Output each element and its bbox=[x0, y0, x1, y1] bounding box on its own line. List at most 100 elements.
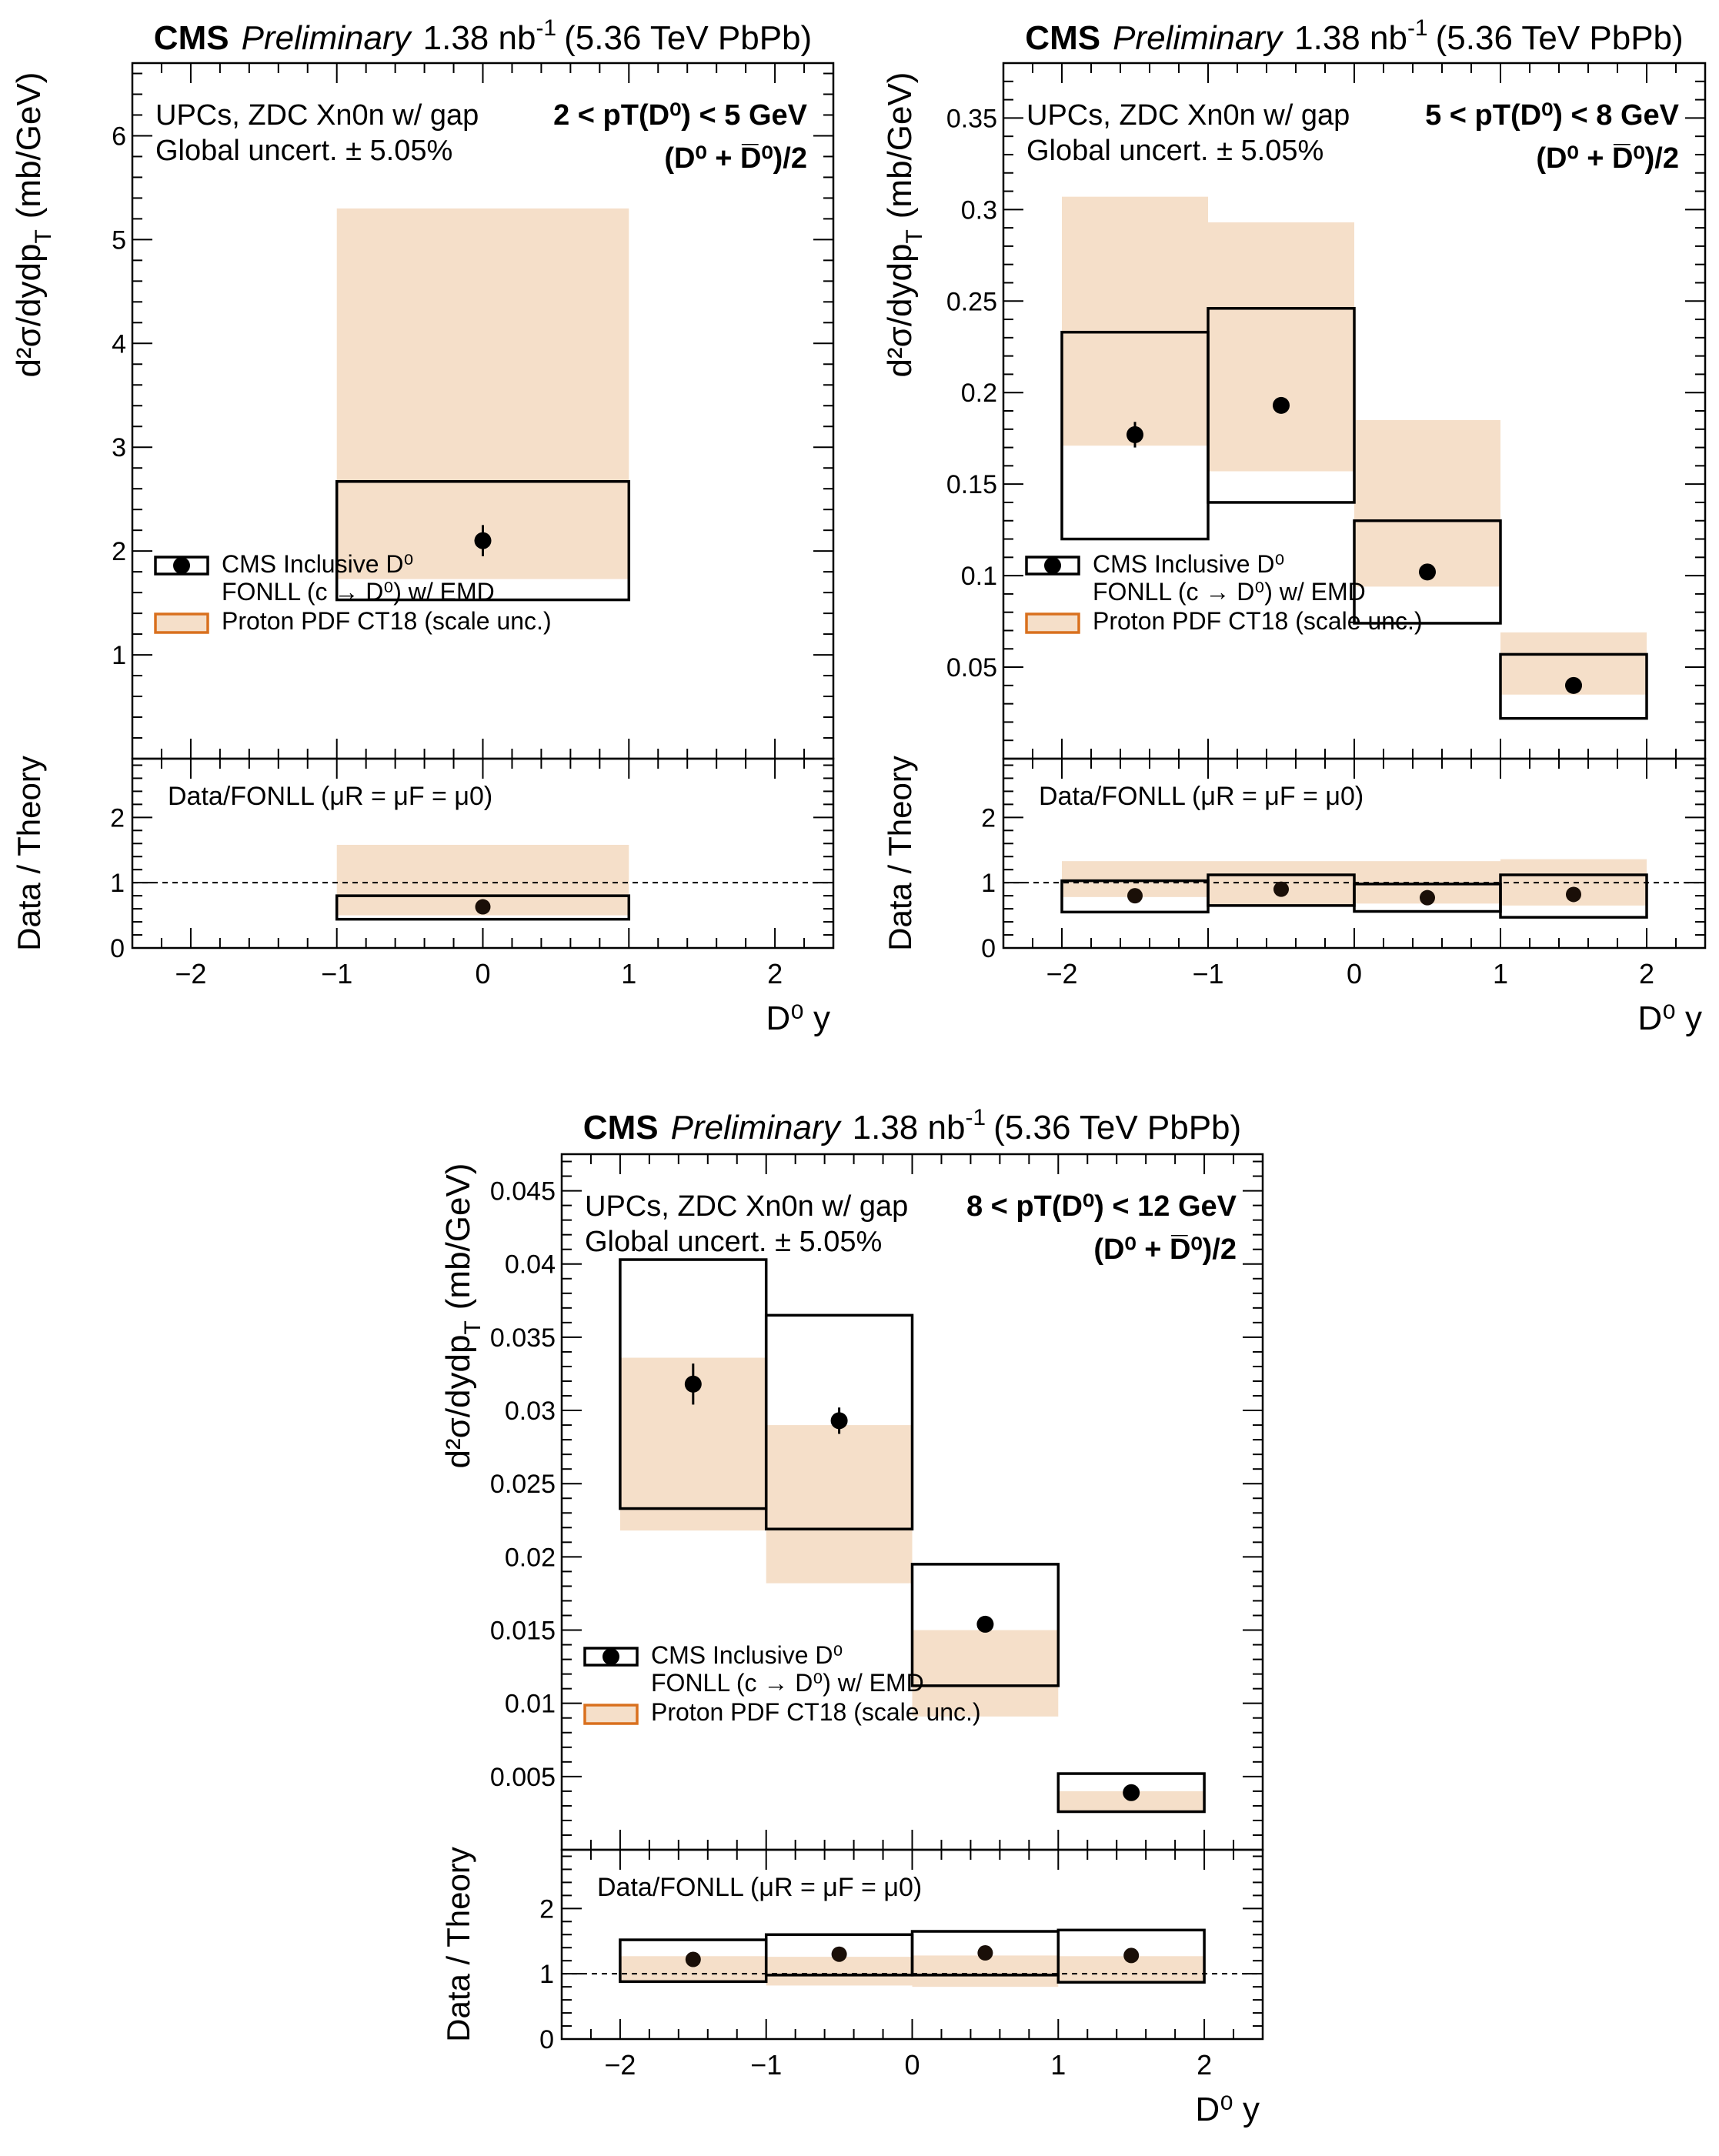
fonll-box-2 bbox=[1207, 307, 1356, 504]
ratio-box-4 bbox=[1056, 1928, 1206, 1984]
ratio-y-tick-label: 0 bbox=[110, 934, 125, 963]
x-axis-label: D⁰ y bbox=[1637, 1000, 1702, 1037]
fonll-box-2 bbox=[764, 1313, 914, 1530]
fonll-box-4 bbox=[1056, 1772, 1206, 1814]
x-tick-label: −2 bbox=[1046, 958, 1077, 990]
legend-pdf-label: Proton PDF CT18 (scale unc.) bbox=[651, 1698, 981, 1726]
ratio-point-1 bbox=[685, 1951, 701, 1967]
ratio-point-3 bbox=[1420, 889, 1435, 906]
y-tick-label: 3 bbox=[112, 433, 126, 462]
legend-pdf-swatch bbox=[583, 1704, 639, 1725]
legend-fonll-label: FONLL (c → D⁰) w/ EMD bbox=[651, 1669, 924, 1697]
fonll-box-3 bbox=[910, 1563, 1060, 1687]
y-tick-label: 0.025 bbox=[490, 1470, 556, 1499]
y-tick-label: 0.01 bbox=[505, 1690, 556, 1719]
species-label: (D⁰ + D̅⁰)/2 bbox=[664, 142, 807, 175]
legend-data-label: CMS Inclusive D⁰ bbox=[651, 1641, 843, 1669]
x-axis-label: D⁰ y bbox=[766, 1000, 830, 1037]
x-tick-label: 0 bbox=[904, 2049, 920, 2081]
ratio-y-tick-label: 1 bbox=[981, 869, 996, 898]
ratio-box-1 bbox=[335, 894, 631, 921]
pdf-band-3 bbox=[1354, 419, 1500, 587]
x-tick-label: −1 bbox=[1192, 958, 1223, 990]
y-tick-label: 0.045 bbox=[490, 1177, 556, 1206]
data-point-1 bbox=[1127, 426, 1143, 443]
y-tick-label: 1 bbox=[112, 641, 126, 670]
x-tick-label: 0 bbox=[475, 958, 490, 990]
chart-panel-2: CMS Preliminary 1.38 nb-1 (5.36 TeV PbPb) −2… bbox=[881, 15, 1707, 1037]
ratio-y-tick-label: 2 bbox=[110, 803, 125, 833]
info-line-1: UPCs, ZDC Xn0n w/ gap bbox=[1026, 99, 1350, 132]
info-line-2: Global uncert. ± 5.05% bbox=[585, 1226, 882, 1258]
x-tick-label: 1 bbox=[1493, 958, 1508, 990]
pdf-band-2 bbox=[766, 1425, 913, 1584]
data-point-4 bbox=[1123, 1784, 1140, 1801]
legend-fonll-label: FONLL (c → D⁰) w/ EMD bbox=[222, 578, 495, 606]
legend-pdf-label: Proton PDF CT18 (scale unc.) bbox=[1093, 607, 1423, 635]
y-axis-label: d²σ/dydpT(mb/GeV) bbox=[881, 72, 927, 378]
y-tick-label: 0.035 bbox=[490, 1323, 556, 1353]
chart-panel-3: CMS Preliminary 1.38 nb-1 (5.36 TeV PbPb) −2… bbox=[439, 1105, 1264, 2128]
y-tick-label: 0.25 bbox=[946, 287, 997, 316]
x-tick-label: −1 bbox=[321, 958, 352, 990]
x-tick-label: 2 bbox=[1197, 2049, 1212, 2081]
legend-fonll-label: FONLL (c → D⁰) w/ EMD bbox=[1093, 578, 1366, 606]
panel-header: CMS Preliminary 1.38 nb-1 (5.36 TeV PbPb) bbox=[1025, 15, 1683, 57]
x-tick-label: −2 bbox=[175, 958, 206, 990]
legend-pdf-swatch bbox=[154, 612, 209, 634]
pt-label: 5 < pT(D⁰) < 8 GeV bbox=[1425, 99, 1680, 132]
ratio-y-tick-label: 0 bbox=[539, 2025, 554, 2054]
y-tick-label: 0.05 bbox=[946, 653, 997, 683]
legend-data-marker bbox=[602, 1648, 619, 1665]
y-tick-label: 6 bbox=[112, 122, 126, 151]
y-tick-label: 0.04 bbox=[505, 1250, 556, 1280]
ratio-box-4 bbox=[1499, 873, 1648, 919]
y-tick-label: 5 bbox=[112, 225, 126, 255]
pt-label: 8 < pT(D⁰) < 12 GeV bbox=[966, 1190, 1237, 1223]
ratio-band-3 bbox=[912, 1955, 1059, 1987]
species-label: (D⁰ + D̅⁰)/2 bbox=[1536, 142, 1679, 175]
ratio-axis-label: Data / Theory bbox=[882, 756, 918, 951]
x-tick-label: −2 bbox=[604, 2049, 636, 2081]
ratio-label: Data/FONLL (μR = μF = μ0) bbox=[168, 782, 492, 811]
data-point-1 bbox=[684, 1375, 702, 1393]
ratio-y-tick-label: 0 bbox=[981, 934, 996, 963]
pdf-band-1 bbox=[336, 208, 629, 579]
info-line-2: Global uncert. ± 5.05% bbox=[155, 135, 452, 167]
y-axis-label: d²σ/dydpT(mb/GeV) bbox=[439, 1163, 486, 1469]
ratio-axis-label: Data / Theory bbox=[440, 1847, 476, 2042]
fonll-box-4 bbox=[1499, 652, 1648, 720]
ratio-y-tick-label: 2 bbox=[981, 803, 996, 833]
y-tick-label: 0.1 bbox=[961, 562, 997, 591]
x-tick-label: 1 bbox=[621, 958, 636, 990]
chart-panel-1: CMS Preliminary 1.38 nb-1 (5.36 TeV PbPb) −2… bbox=[10, 15, 835, 1037]
pt-label: 2 < pT(D⁰) < 5 GeV bbox=[553, 99, 808, 132]
ratio-point-3 bbox=[977, 1945, 993, 1961]
data-point-4 bbox=[1565, 676, 1582, 694]
ratio-label: Data/FONLL (μR = μF = μ0) bbox=[1039, 782, 1364, 811]
y-tick-label: 0.3 bbox=[961, 195, 997, 225]
pdf-band-2 bbox=[1208, 222, 1354, 472]
x-tick-label: −1 bbox=[750, 2049, 782, 2081]
y-tick-label: 4 bbox=[112, 329, 126, 359]
y-tick-label: 0.2 bbox=[961, 379, 997, 408]
ratio-point-2 bbox=[831, 1946, 847, 1962]
data-point-1 bbox=[474, 532, 492, 549]
legend-data-label: CMS Inclusive D⁰ bbox=[1093, 550, 1284, 578]
y-tick-label: 0.03 bbox=[505, 1397, 556, 1426]
panel-header: CMS Preliminary 1.38 nb-1 (5.36 TeV PbPb) bbox=[583, 1105, 1241, 1146]
fonll-box-1 bbox=[335, 479, 631, 602]
species-label: (D⁰ + D̅⁰)/2 bbox=[1093, 1233, 1237, 1266]
y-tick-label: 0.15 bbox=[946, 470, 997, 499]
y-tick-label: 0.015 bbox=[490, 1617, 556, 1646]
ratio-y-tick-label: 1 bbox=[110, 869, 125, 898]
legend-data-marker bbox=[1044, 557, 1061, 574]
info-line-1: UPCs, ZDC Xn0n w/ gap bbox=[585, 1190, 908, 1223]
data-point-3 bbox=[976, 1615, 994, 1633]
ratio-point-1 bbox=[475, 899, 491, 915]
ratio-y-tick-label: 2 bbox=[539, 1894, 554, 1924]
ratio-point-1 bbox=[1127, 888, 1143, 904]
legend-pdf-swatch bbox=[1025, 612, 1080, 634]
y-axis-label: d²σ/dydpT(mb/GeV) bbox=[10, 72, 56, 378]
